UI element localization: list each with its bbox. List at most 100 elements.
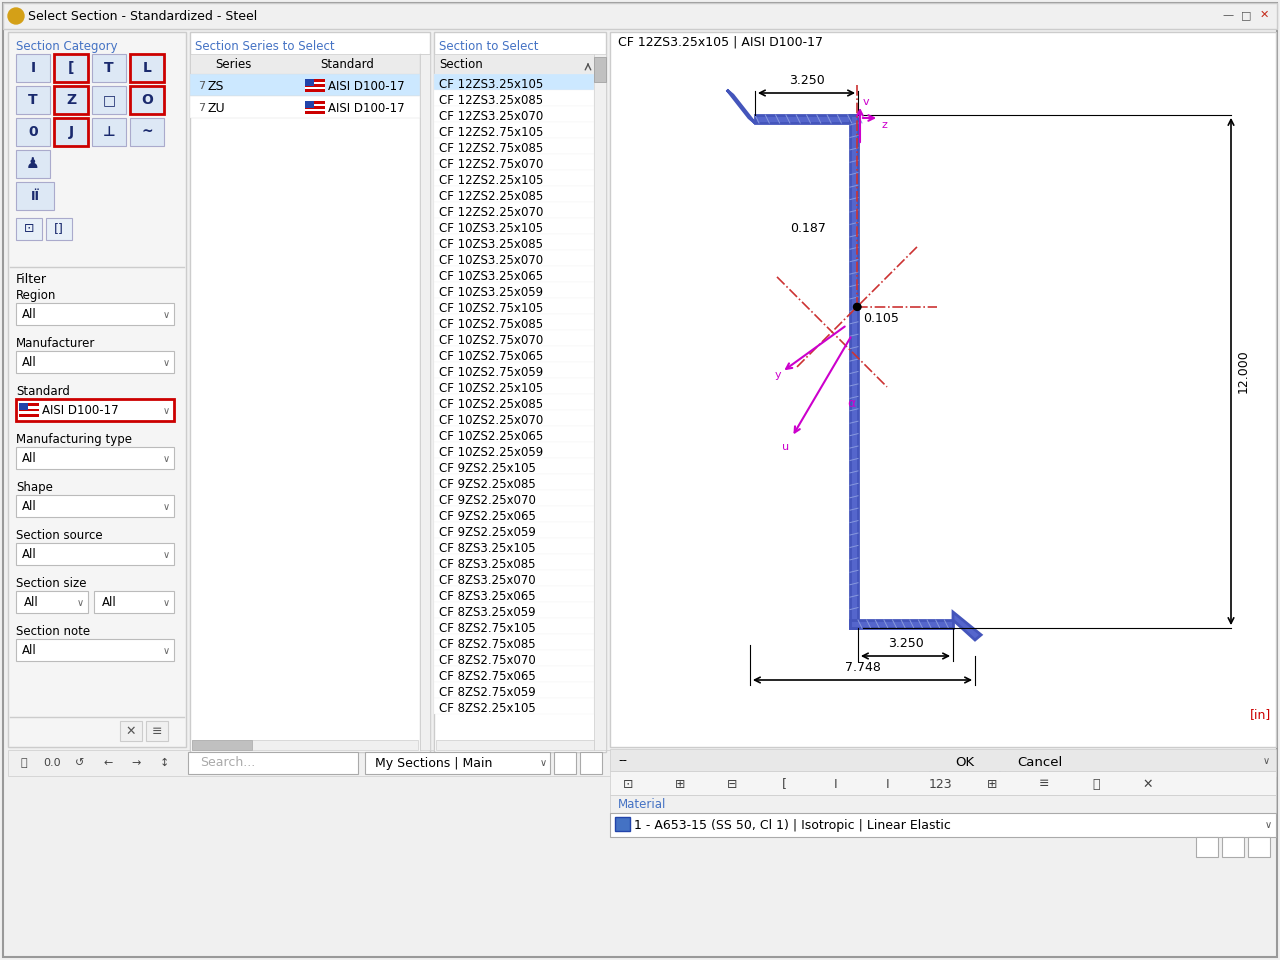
- FancyBboxPatch shape: [40, 752, 64, 774]
- Text: 0.105: 0.105: [863, 312, 899, 324]
- Polygon shape: [755, 115, 858, 123]
- FancyBboxPatch shape: [15, 543, 174, 565]
- Text: Series: Series: [215, 58, 251, 70]
- Text: CF 10ZS3.25x105: CF 10ZS3.25x105: [439, 223, 543, 235]
- FancyBboxPatch shape: [15, 303, 174, 325]
- Text: α: α: [847, 396, 855, 410]
- FancyBboxPatch shape: [92, 118, 125, 146]
- FancyBboxPatch shape: [434, 74, 594, 90]
- Text: L: L: [142, 61, 151, 75]
- Text: 12.000: 12.000: [1236, 349, 1251, 394]
- Text: All: All: [22, 452, 37, 466]
- Text: 7: 7: [198, 81, 205, 91]
- FancyBboxPatch shape: [15, 150, 50, 178]
- Text: ZU: ZU: [207, 102, 225, 114]
- Text: CF 8ZS2.25x105: CF 8ZS2.25x105: [439, 703, 536, 715]
- Text: ∨: ∨: [163, 310, 169, 320]
- Text: Material: Material: [618, 799, 667, 811]
- Text: 7: 7: [198, 103, 205, 113]
- FancyBboxPatch shape: [434, 682, 594, 698]
- FancyBboxPatch shape: [434, 54, 594, 74]
- FancyBboxPatch shape: [93, 591, 174, 613]
- Text: ZS: ZS: [207, 80, 224, 92]
- FancyBboxPatch shape: [434, 442, 594, 458]
- Text: CF 12ZS2.75x070: CF 12ZS2.75x070: [439, 158, 544, 172]
- Text: ≡: ≡: [1039, 778, 1050, 790]
- Text: CF 10ZS2.75x105: CF 10ZS2.75x105: [439, 302, 543, 316]
- Text: Filter: Filter: [15, 273, 47, 286]
- Text: All: All: [22, 548, 37, 562]
- Text: CF 12ZS2.75x105: CF 12ZS2.75x105: [439, 127, 544, 139]
- Text: CF 8ZS2.75x065: CF 8ZS2.75x065: [439, 670, 536, 684]
- Circle shape: [8, 8, 24, 24]
- FancyBboxPatch shape: [434, 698, 594, 714]
- FancyBboxPatch shape: [434, 586, 594, 602]
- FancyBboxPatch shape: [434, 378, 594, 394]
- Text: CF 8ZS3.25x065: CF 8ZS3.25x065: [439, 590, 535, 604]
- FancyBboxPatch shape: [15, 86, 50, 114]
- Text: CF 8ZS3.25x085: CF 8ZS3.25x085: [439, 559, 535, 571]
- FancyBboxPatch shape: [305, 111, 325, 114]
- FancyBboxPatch shape: [434, 618, 594, 634]
- Text: --: --: [618, 755, 627, 767]
- Text: ∨: ∨: [163, 454, 169, 464]
- FancyBboxPatch shape: [188, 752, 358, 774]
- FancyBboxPatch shape: [19, 414, 38, 417]
- FancyBboxPatch shape: [1256, 5, 1272, 21]
- Text: ⊡: ⊡: [24, 223, 35, 235]
- Text: Section to Select: Section to Select: [439, 40, 539, 53]
- Text: CF 10ZS2.75x065: CF 10ZS2.75x065: [439, 350, 543, 364]
- Text: v: v: [863, 97, 869, 107]
- Text: ∨: ∨: [1262, 756, 1270, 766]
- FancyBboxPatch shape: [19, 403, 28, 410]
- Text: T: T: [104, 61, 114, 75]
- FancyBboxPatch shape: [434, 346, 594, 362]
- Text: ∨: ∨: [163, 550, 169, 560]
- FancyBboxPatch shape: [305, 89, 325, 92]
- FancyBboxPatch shape: [434, 394, 594, 410]
- Text: CF 10ZS3.25x070: CF 10ZS3.25x070: [439, 254, 543, 268]
- Text: Section source: Section source: [15, 529, 102, 542]
- Text: ✕: ✕: [1143, 778, 1153, 790]
- FancyBboxPatch shape: [15, 218, 42, 240]
- Text: CF 10ZS2.75x059: CF 10ZS2.75x059: [439, 367, 543, 379]
- FancyBboxPatch shape: [68, 752, 92, 774]
- Text: CF 12ZS2.25x105: CF 12ZS2.25x105: [439, 175, 544, 187]
- Text: ∨: ∨: [1265, 820, 1271, 830]
- FancyBboxPatch shape: [46, 218, 72, 240]
- Text: ∨: ∨: [539, 758, 547, 768]
- FancyBboxPatch shape: [434, 362, 594, 378]
- Text: All: All: [24, 596, 38, 610]
- Text: CF 10ZS3.25x059: CF 10ZS3.25x059: [439, 286, 543, 300]
- Text: CF 8ZS2.75x059: CF 8ZS2.75x059: [439, 686, 536, 700]
- Text: [in]: [in]: [1249, 708, 1271, 721]
- FancyBboxPatch shape: [611, 795, 1276, 813]
- Text: 7.748: 7.748: [845, 661, 881, 674]
- Text: ↺: ↺: [76, 758, 84, 768]
- FancyBboxPatch shape: [189, 54, 430, 74]
- FancyBboxPatch shape: [305, 101, 325, 114]
- Text: CF 9ZS2.25x059: CF 9ZS2.25x059: [439, 526, 536, 540]
- Text: ∨: ∨: [163, 502, 169, 512]
- Text: 3.250: 3.250: [788, 74, 824, 87]
- FancyBboxPatch shape: [594, 54, 605, 750]
- Text: ~: ~: [141, 125, 152, 139]
- Text: T: T: [28, 93, 38, 107]
- FancyBboxPatch shape: [434, 266, 594, 282]
- Polygon shape: [850, 115, 858, 628]
- Text: Select Section - Standardized - Steel: Select Section - Standardized - Steel: [28, 11, 257, 23]
- FancyBboxPatch shape: [124, 752, 148, 774]
- Text: CF 10ZS3.25x065: CF 10ZS3.25x065: [439, 271, 543, 283]
- FancyBboxPatch shape: [611, 749, 1276, 771]
- Text: 1 - A653-15 (SS 50, Cl 1) | Isotropic | Linear Elastic: 1 - A653-15 (SS 50, Cl 1) | Isotropic | …: [634, 819, 951, 831]
- Text: ∨: ∨: [163, 646, 169, 656]
- Text: J: J: [68, 125, 73, 139]
- FancyBboxPatch shape: [434, 410, 594, 426]
- FancyBboxPatch shape: [189, 32, 430, 752]
- FancyBboxPatch shape: [8, 32, 186, 747]
- FancyBboxPatch shape: [434, 234, 594, 250]
- FancyBboxPatch shape: [305, 101, 314, 108]
- Text: 3.250: 3.250: [887, 637, 923, 650]
- FancyBboxPatch shape: [554, 752, 576, 774]
- Text: AISI D100-17: AISI D100-17: [42, 404, 119, 418]
